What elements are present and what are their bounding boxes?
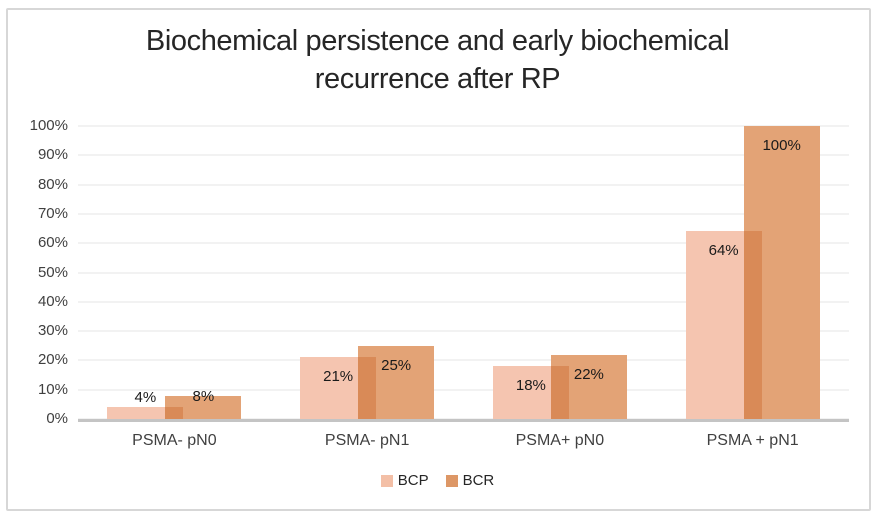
data-label-bcr: 22% [573, 365, 604, 383]
gridline [78, 359, 849, 362]
gridline [78, 388, 849, 391]
gridline [78, 183, 849, 186]
data-label-bcp: 4% [134, 389, 157, 407]
gridline [78, 242, 849, 245]
legend-swatch-bcp [380, 475, 393, 487]
gridline [78, 154, 849, 157]
chart-title-line2: recurrence after RP [314, 63, 561, 95]
legend-label-bcp: BCP [397, 472, 429, 489]
y-tick-label: 0% [46, 410, 68, 427]
y-tick-label: 60% [37, 234, 68, 252]
legend: BCP BCR [0, 473, 875, 489]
x-axis-line [78, 419, 849, 422]
data-label-bcp: 18% [515, 377, 546, 395]
y-tick-label: 100% [29, 117, 68, 134]
y-tick-label: 30% [37, 322, 68, 340]
bar-overlap [550, 366, 569, 419]
gridline [78, 125, 849, 127]
legend-entry-bcp: BCP [380, 472, 429, 489]
data-label-bcr: 8% [192, 387, 215, 405]
data-label-bcp: 64% [708, 242, 739, 260]
gridline [78, 330, 849, 333]
y-tick-label: 80% [37, 175, 68, 193]
data-label-bcr: 25% [381, 356, 412, 374]
y-tick-label: 20% [37, 351, 68, 369]
bar-overlap [165, 407, 184, 419]
gridline [78, 300, 849, 303]
legend-entry-bcr: BCR [445, 472, 495, 489]
bar-overlap [743, 231, 762, 419]
data-label-bcp: 21% [323, 368, 354, 386]
chart-title-line1: Biochemical persistence and early bioche… [145, 25, 730, 57]
bar-bcr [165, 395, 242, 419]
category-label: PSMA + pN1 [706, 432, 799, 449]
y-tick-label: 10% [37, 380, 68, 398]
category-label: PSMA- pN1 [324, 432, 410, 449]
gridline [78, 271, 849, 274]
bar-overlap [358, 357, 377, 419]
category-label: PSMA+ pN0 [515, 432, 605, 449]
y-tick-label: 50% [37, 263, 68, 281]
legend-swatch-bcr [445, 475, 458, 487]
bar-bcp [107, 407, 184, 419]
y-tick-label: 70% [37, 204, 68, 222]
data-label-bcr: 100% [762, 137, 801, 154]
category-label: PSMA- pN0 [132, 432, 217, 449]
legend-label-bcr: BCR [462, 472, 495, 489]
gridline [78, 212, 849, 215]
y-tick-label: 40% [37, 292, 68, 310]
chart-title: Biochemical persistence and early bioche… [0, 22, 875, 98]
y-tick-label: 90% [37, 146, 68, 164]
